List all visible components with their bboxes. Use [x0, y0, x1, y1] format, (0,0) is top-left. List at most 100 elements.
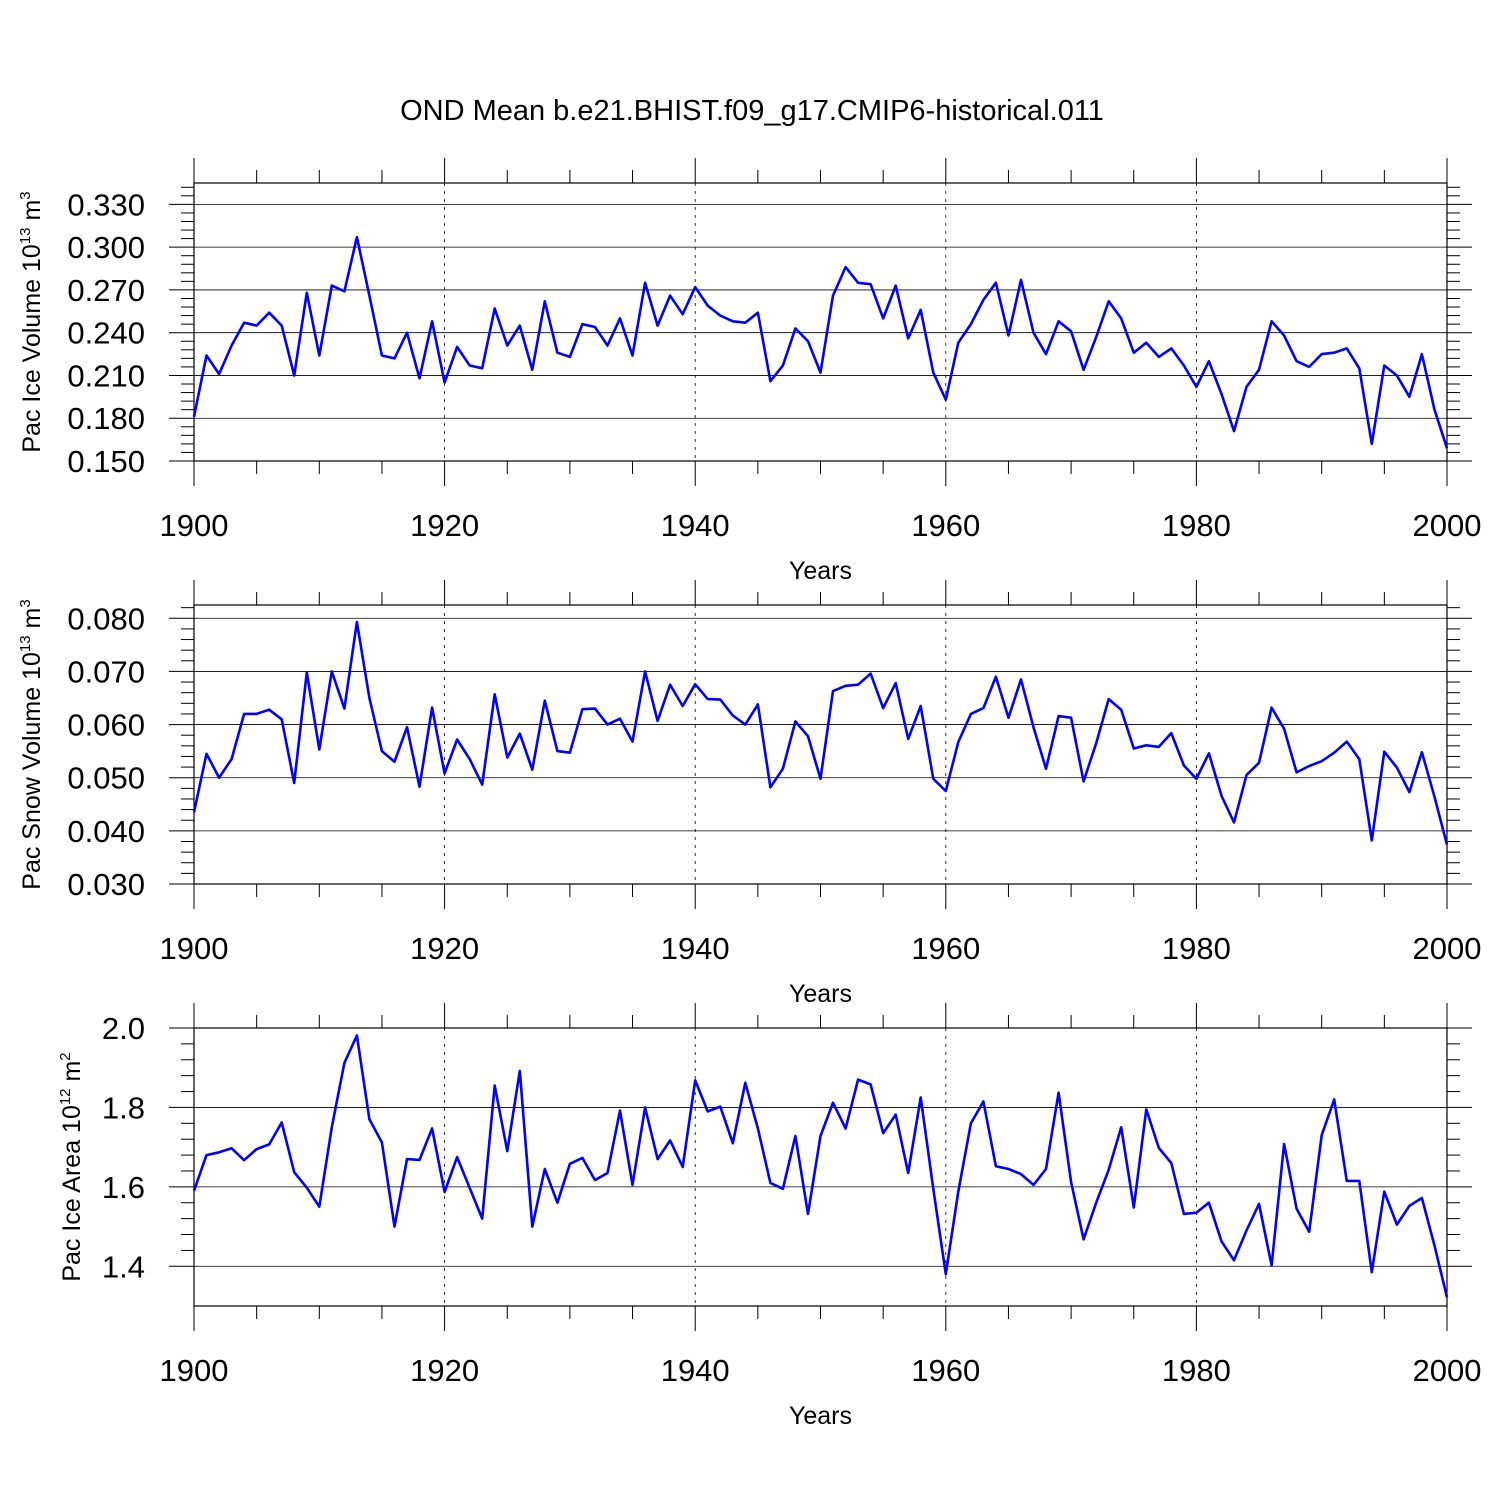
x-tick-label: 1940 [661, 508, 730, 543]
data-point [995, 282, 996, 283]
data-point [1121, 318, 1122, 319]
data-point [720, 1106, 721, 1107]
data-point [970, 713, 971, 714]
data-point [1384, 751, 1385, 752]
x-tick-label: 1960 [911, 931, 980, 966]
y-label-exponent: 13 [17, 635, 34, 652]
data-point [620, 318, 621, 319]
data-point [883, 318, 884, 319]
y-tick-label: 0.040 [67, 814, 145, 849]
data-point [582, 1157, 583, 1158]
data-point [707, 699, 708, 700]
data-point [707, 1111, 708, 1112]
data-point [1121, 1127, 1122, 1128]
x-axis-label: Years [789, 1402, 852, 1430]
data-point [782, 768, 783, 769]
data-point [469, 365, 470, 366]
x-tick-label: 1960 [911, 508, 980, 543]
data-point [1158, 356, 1159, 357]
data-point [807, 341, 808, 342]
y-label-base: Pac Snow Volume 10 [18, 652, 46, 890]
data-point [845, 685, 846, 686]
data-point [1208, 361, 1209, 362]
data-point [1409, 1205, 1410, 1206]
data-point [958, 1191, 959, 1192]
data-point [206, 355, 207, 356]
data-point [432, 1128, 433, 1129]
data-point [569, 752, 570, 753]
data-point [895, 1114, 896, 1115]
data-point [1071, 331, 1072, 332]
y-tick-label: 0.050 [67, 761, 145, 796]
data-point [820, 1136, 821, 1137]
data-point [908, 738, 909, 739]
data-point [1096, 336, 1097, 337]
data-point [1046, 768, 1047, 769]
data-point [419, 1159, 420, 1160]
data-point [1259, 369, 1260, 370]
data-point [670, 684, 671, 685]
data-point [369, 1119, 370, 1120]
data-point [369, 698, 370, 699]
data-point [244, 322, 245, 323]
data-point [1421, 1197, 1422, 1198]
data-point [1284, 335, 1285, 336]
data-point [983, 299, 984, 300]
data-point [1033, 1184, 1034, 1185]
data-point [319, 749, 320, 750]
y-tick-label: 1.8 [102, 1090, 145, 1125]
data-point [920, 1097, 921, 1098]
data-point [256, 1149, 257, 1150]
plot-frame [193, 1027, 1448, 1307]
data-point [1121, 709, 1122, 710]
data-point [645, 1107, 646, 1108]
data-point [895, 285, 896, 286]
data-point [519, 733, 520, 734]
data-point [1108, 1169, 1109, 1170]
data-point [1058, 716, 1059, 717]
data-point [1321, 761, 1322, 762]
x-tick-label: 1920 [410, 931, 479, 966]
y-tick-label: 0.240 [67, 316, 145, 351]
y-label-unit-exponent: 3 [17, 599, 34, 607]
data-point [1409, 396, 1410, 397]
data-point [1183, 1213, 1184, 1214]
y-tick-label: 0.150 [67, 444, 145, 479]
data-point [432, 707, 433, 708]
y-axis-label: Pac Snow Volume 1013 m3 [17, 599, 46, 889]
data-point [419, 378, 420, 379]
data-point [1346, 1180, 1347, 1181]
data-point [444, 1192, 445, 1193]
data-point [256, 325, 257, 326]
data-point [1008, 1168, 1009, 1169]
data-point [1371, 1272, 1372, 1273]
data-point [1071, 717, 1072, 718]
y-label-exponent: 12 [57, 1088, 74, 1105]
data-point [933, 778, 934, 779]
data-point [407, 1159, 408, 1160]
data-point [219, 777, 220, 778]
data-point [344, 708, 345, 709]
data-point [482, 368, 483, 369]
data-point [745, 724, 746, 725]
data-point [1171, 733, 1172, 734]
data-point [594, 326, 595, 327]
data-point [1108, 699, 1109, 700]
data-point [244, 1160, 245, 1161]
data-point [582, 709, 583, 710]
y-label-unit-exponent: 3 [17, 191, 34, 199]
data-point [444, 773, 445, 774]
data-point [1083, 1239, 1084, 1240]
data-point [1309, 366, 1310, 367]
y-axis-label: Pac Ice Area 1012 m2 [57, 1052, 86, 1281]
data-point [920, 309, 921, 310]
data-point [219, 1152, 220, 1153]
data-point [1359, 759, 1360, 760]
data-point [1309, 1231, 1310, 1232]
data-point [381, 751, 382, 752]
data-point [833, 295, 834, 296]
y-tick-label: 0.060 [67, 708, 145, 743]
data-point [394, 358, 395, 359]
data-point [958, 742, 959, 743]
data-point [569, 1163, 570, 1164]
